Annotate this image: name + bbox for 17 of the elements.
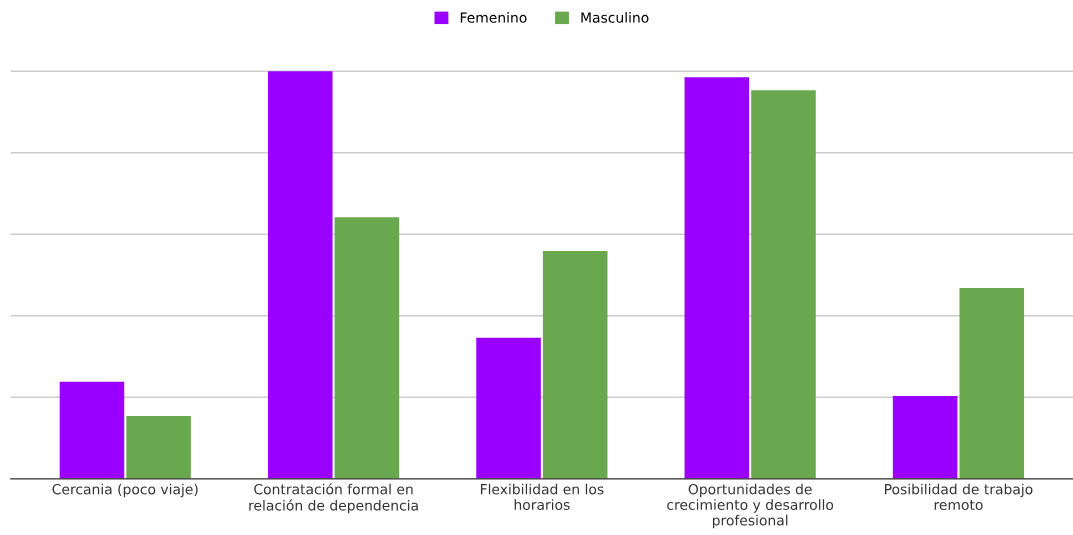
bar [59,381,125,479]
legend-label: Masculino [581,12,649,23]
x-tick-label: Cercania (poco viaje) [52,483,198,498]
bar [267,71,333,479]
bar [542,250,608,479]
bar [334,217,400,479]
legend-label: Femenino [460,12,527,23]
bar [126,416,191,479]
bar [751,90,816,479]
bar [959,288,1025,479]
x-tick-label: Oportunidades de crecimiento y desarrollo profesional [667,483,834,529]
bar [892,396,958,479]
x-tick-label: Posibilidad de trabajo remoto [885,483,1033,510]
bar [476,337,541,479]
bar [684,77,750,479]
x-tick-label: Contratación formal en relación de dependencia [249,483,418,514]
x-tick-label: Flexibilidad en los horarios [480,483,604,510]
